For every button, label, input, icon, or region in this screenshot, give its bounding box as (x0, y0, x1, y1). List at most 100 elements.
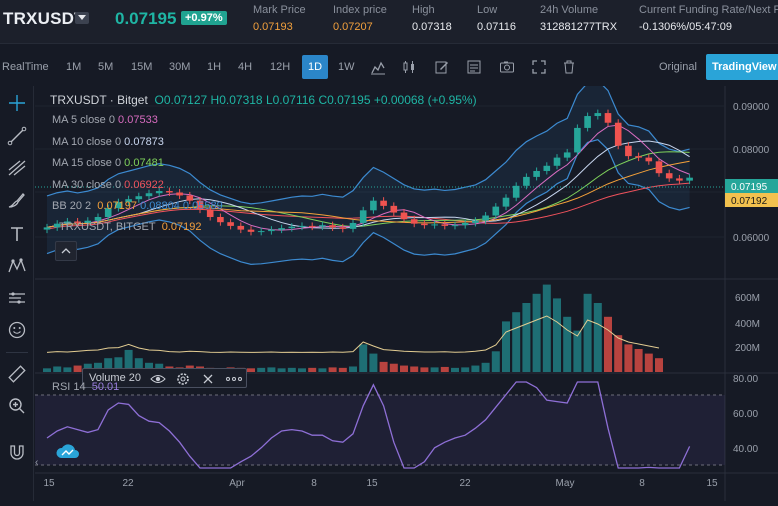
cloud-logo-icon (56, 444, 79, 458)
stat-funding-rate: Current Funding Rate/Next F -0.1306%/05:… (639, 4, 778, 33)
zoom-icon[interactable] (7, 396, 27, 416)
edit-icon[interactable] (434, 59, 450, 75)
brush-icon[interactable] (7, 190, 27, 210)
volume-bar (134, 358, 143, 372)
candle-body (94, 217, 102, 221)
ma-value: 0.06922 (124, 179, 164, 191)
stat-label: High (412, 4, 435, 16)
interval-15m[interactable]: 15M (131, 61, 153, 73)
volume-bar (400, 365, 408, 372)
candle-body (43, 227, 51, 230)
interval-12h[interactable]: 12H (270, 61, 291, 73)
crosshair-icon[interactable] (7, 93, 27, 113)
ma-label: MA 5 close 0 (52, 114, 115, 126)
eye-icon[interactable] (150, 371, 166, 387)
candle-body (206, 209, 214, 218)
volume-bar (502, 321, 510, 372)
ruler-icon[interactable] (7, 364, 27, 384)
chart-canvas[interactable]: 0.090000.080000.070000.060000.071950.071… (35, 79, 778, 501)
ma30-legend: MA 30 close 0 0.06922 (52, 179, 164, 191)
volume-bar (287, 367, 296, 372)
volume-bar (73, 365, 82, 372)
interval-1h[interactable]: 1H (207, 61, 222, 73)
volume-bar (593, 303, 602, 372)
candle-body (645, 157, 653, 162)
ma-value: 0.07533 (118, 114, 158, 126)
volume-bar (389, 363, 398, 372)
interval-1m[interactable]: 1M (66, 61, 82, 73)
date-tick-label: 15 (706, 478, 718, 489)
candle-body (145, 193, 153, 197)
volume-ma-line (46, 315, 660, 353)
candle-body (268, 229, 275, 232)
chevron-up-icon (61, 248, 71, 254)
volume-bar (563, 316, 572, 372)
stat-24h-volume: 24h Volume 312881277TRX (540, 4, 617, 33)
volume-bar (359, 344, 368, 372)
price-chart[interactable]: 0.090000.080000.070000.060000.071950.071… (35, 79, 778, 501)
interval-1w[interactable]: 1W (338, 61, 355, 73)
text-icon[interactable] (7, 224, 27, 244)
collapse-legend-button[interactable] (55, 241, 77, 261)
symbol-dropdown[interactable] (75, 12, 89, 24)
ma30-line (46, 182, 690, 230)
price-tag-mark-bg (725, 193, 778, 207)
price-tick-label: 0.06000 (733, 233, 770, 244)
candle-body (594, 113, 602, 117)
candle-body (125, 199, 132, 203)
measure-icon[interactable] (7, 288, 27, 308)
close-icon[interactable] (200, 371, 216, 387)
volume-bar (369, 353, 378, 372)
interval-4h[interactable]: 4H (238, 61, 253, 73)
price-tick-label: 0.09000 (733, 102, 770, 113)
candle-body (74, 221, 81, 223)
candle-body (380, 200, 387, 206)
indicators-icon[interactable] (370, 59, 386, 75)
volume-bar (83, 363, 92, 372)
volume-bar (124, 349, 133, 372)
volume-bar (461, 367, 470, 372)
scroll-left-button[interactable]: ‹ (35, 457, 39, 468)
camera-icon[interactable] (499, 59, 515, 75)
more-icon[interactable] (225, 371, 243, 387)
candle-body (104, 208, 112, 218)
volume-bar (604, 316, 612, 372)
candle-body (492, 206, 500, 216)
candle-body (543, 165, 551, 171)
bb-basis: 0.07197 (97, 200, 138, 212)
ma5-legend: MA 5 close 0 0.07533 (52, 114, 158, 126)
legend-high: H0.07318 (210, 93, 263, 107)
candle-body (523, 176, 530, 186)
candle-type-icon[interactable] (401, 59, 417, 75)
volume-bar (471, 365, 480, 372)
interval-30m[interactable]: 30M (169, 61, 191, 73)
trash-icon[interactable] (561, 59, 577, 75)
fib-icon[interactable] (7, 158, 27, 178)
settings-icon[interactable] (175, 371, 191, 387)
emoji-icon[interactable] (7, 320, 27, 340)
fullscreen-icon[interactable] (531, 59, 547, 75)
tradingview-view-button[interactable]: TradingView (706, 54, 778, 80)
pattern-icon[interactable] (7, 256, 27, 276)
trendline-icon[interactable] (7, 126, 27, 146)
volume-bar (114, 357, 123, 372)
magnet-icon[interactable] (7, 442, 27, 462)
volume-bar (308, 367, 317, 372)
volume-bar (573, 330, 582, 372)
template-icon[interactable] (466, 59, 482, 75)
legend-title: TRXUSDT · Bitget (50, 93, 148, 107)
date-tick-label: 15 (366, 478, 378, 489)
candle-body (390, 205, 398, 213)
realtime-button[interactable]: RealTime (2, 61, 49, 73)
stat-value: -0.1306%/05:47:09 (639, 21, 732, 33)
legend-change: +0.00068 (+0.95%) (373, 93, 477, 107)
candle-body (584, 116, 591, 128)
volume-bar (512, 312, 521, 372)
volume-bar (542, 284, 551, 372)
interval-5m[interactable]: 5M (98, 61, 114, 73)
candle-body (655, 161, 663, 174)
original-view-button[interactable]: Original (659, 61, 697, 73)
interval-1d[interactable]: 1D (302, 55, 329, 79)
symbol-name[interactable]: TRXUSDT (3, 9, 85, 28)
candle-body (115, 202, 122, 209)
